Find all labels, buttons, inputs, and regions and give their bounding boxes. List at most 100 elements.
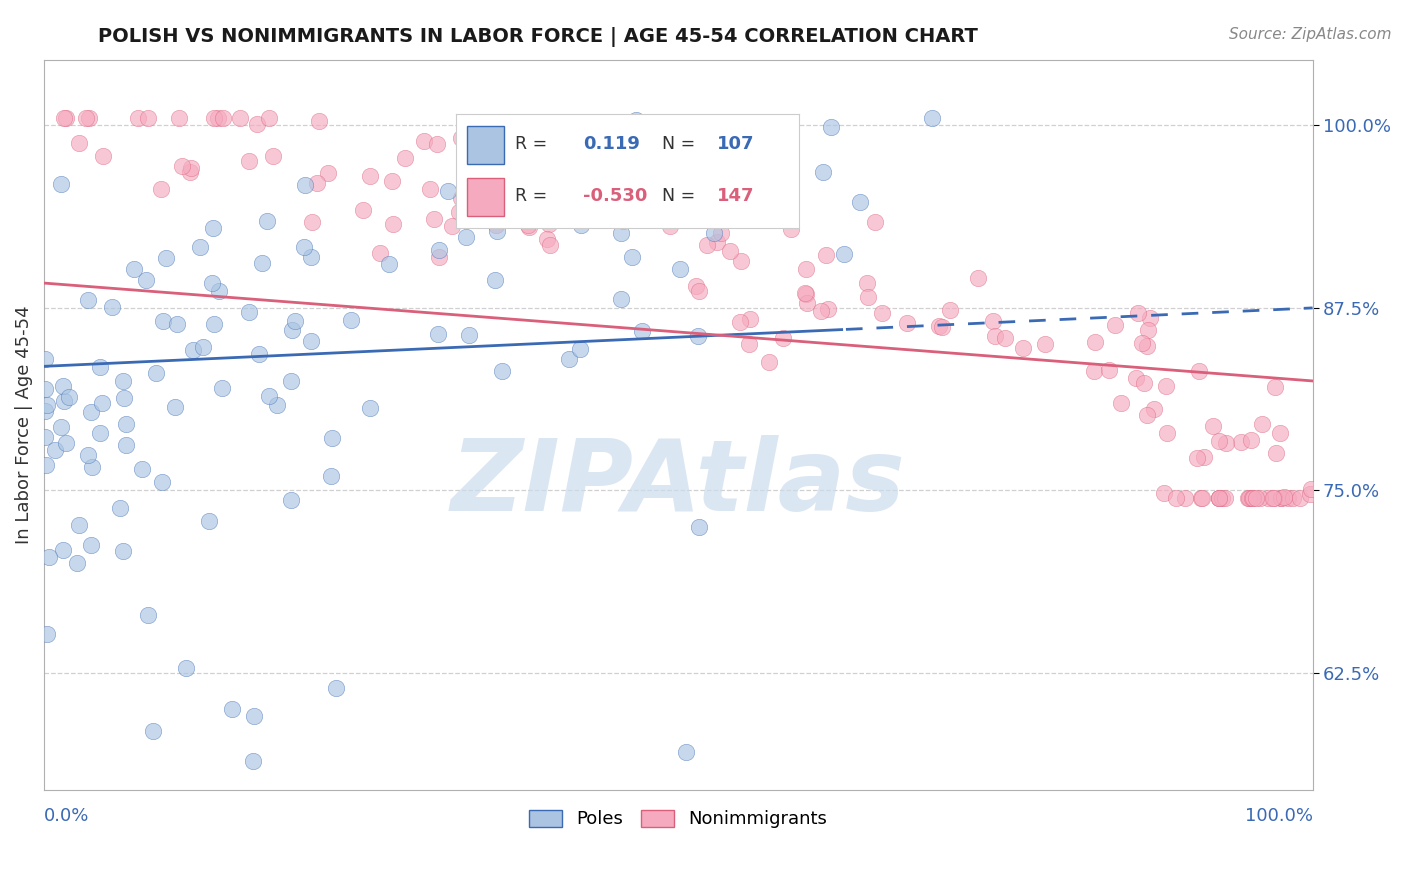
Point xyxy=(1270,491,1292,505)
Point xyxy=(503,189,526,203)
Point xyxy=(163,400,186,414)
Point xyxy=(696,238,718,252)
Point xyxy=(967,270,990,285)
Point xyxy=(108,501,131,516)
Point xyxy=(67,517,90,532)
Point xyxy=(51,419,73,434)
Point xyxy=(89,425,111,440)
Point xyxy=(52,393,75,408)
Point xyxy=(378,256,401,270)
Point xyxy=(256,214,278,228)
Text: POLISH VS NONIMMIGRANTS IN LABOR FORCE | AGE 45-54 CORRELATION CHART: POLISH VS NONIMMIGRANTS IN LABOR FORCE |… xyxy=(98,27,979,46)
Point xyxy=(624,112,647,127)
Point xyxy=(621,250,644,264)
Point xyxy=(669,262,692,277)
Point xyxy=(308,114,330,128)
Point xyxy=(112,544,135,558)
Point xyxy=(856,276,879,290)
Text: 100.0%: 100.0% xyxy=(1244,807,1313,825)
Point xyxy=(212,111,235,125)
Point xyxy=(352,203,374,218)
Point xyxy=(299,250,322,264)
Point xyxy=(131,462,153,476)
Point xyxy=(1130,335,1153,350)
Point xyxy=(811,165,834,179)
Point xyxy=(678,122,700,136)
Point xyxy=(447,204,470,219)
Point xyxy=(703,226,725,240)
Point xyxy=(984,329,1007,343)
Point xyxy=(66,556,89,570)
Point xyxy=(77,293,100,308)
Point xyxy=(481,208,503,222)
Point xyxy=(1189,491,1212,505)
Point xyxy=(316,166,339,180)
Point xyxy=(810,304,832,318)
Point xyxy=(381,174,404,188)
Point xyxy=(1153,486,1175,500)
Point xyxy=(440,219,463,234)
Point xyxy=(51,178,73,192)
Point xyxy=(427,250,450,264)
Point xyxy=(52,543,75,558)
Point xyxy=(628,131,651,145)
Point xyxy=(35,626,58,640)
Point xyxy=(183,343,205,357)
Point xyxy=(820,120,842,135)
Point xyxy=(89,359,111,374)
Point xyxy=(981,314,1004,328)
Point xyxy=(728,315,751,329)
Point xyxy=(688,284,710,298)
Point xyxy=(257,111,280,125)
Point xyxy=(136,608,159,623)
Point xyxy=(381,217,404,231)
Point xyxy=(55,111,77,125)
Point xyxy=(758,355,780,369)
Point xyxy=(80,460,103,475)
Point xyxy=(471,203,494,218)
Point xyxy=(1166,491,1188,505)
Point xyxy=(454,230,477,244)
Point xyxy=(427,327,450,342)
Point xyxy=(1251,417,1274,431)
Point xyxy=(1098,363,1121,377)
Point xyxy=(112,374,135,388)
Point xyxy=(657,210,679,224)
Point xyxy=(817,302,839,317)
Point xyxy=(609,292,631,306)
Point xyxy=(394,152,416,166)
Point xyxy=(509,186,531,201)
Point xyxy=(150,475,173,489)
Point xyxy=(127,111,149,125)
Point xyxy=(710,226,733,240)
Point xyxy=(569,343,592,357)
Point xyxy=(1083,364,1105,378)
Point xyxy=(856,290,879,304)
Point xyxy=(1136,338,1159,352)
Point xyxy=(865,215,887,229)
Point xyxy=(247,347,270,361)
Point xyxy=(198,514,221,528)
Point xyxy=(1268,425,1291,440)
Point xyxy=(685,278,707,293)
Point xyxy=(238,304,260,318)
Point xyxy=(458,327,481,342)
Point xyxy=(738,312,761,326)
Point xyxy=(202,221,225,235)
Point xyxy=(484,273,506,287)
Point xyxy=(34,430,56,444)
Point xyxy=(547,191,569,205)
Point xyxy=(1188,364,1211,378)
Point xyxy=(659,219,682,233)
Point xyxy=(172,159,194,173)
Point xyxy=(1208,491,1230,505)
Point xyxy=(359,401,381,416)
Point xyxy=(994,331,1017,345)
Point xyxy=(174,660,197,674)
Point xyxy=(1241,491,1264,505)
Point xyxy=(208,284,231,298)
Point xyxy=(738,337,761,351)
Point xyxy=(630,324,652,338)
Point xyxy=(1270,491,1292,505)
Point xyxy=(201,277,224,291)
